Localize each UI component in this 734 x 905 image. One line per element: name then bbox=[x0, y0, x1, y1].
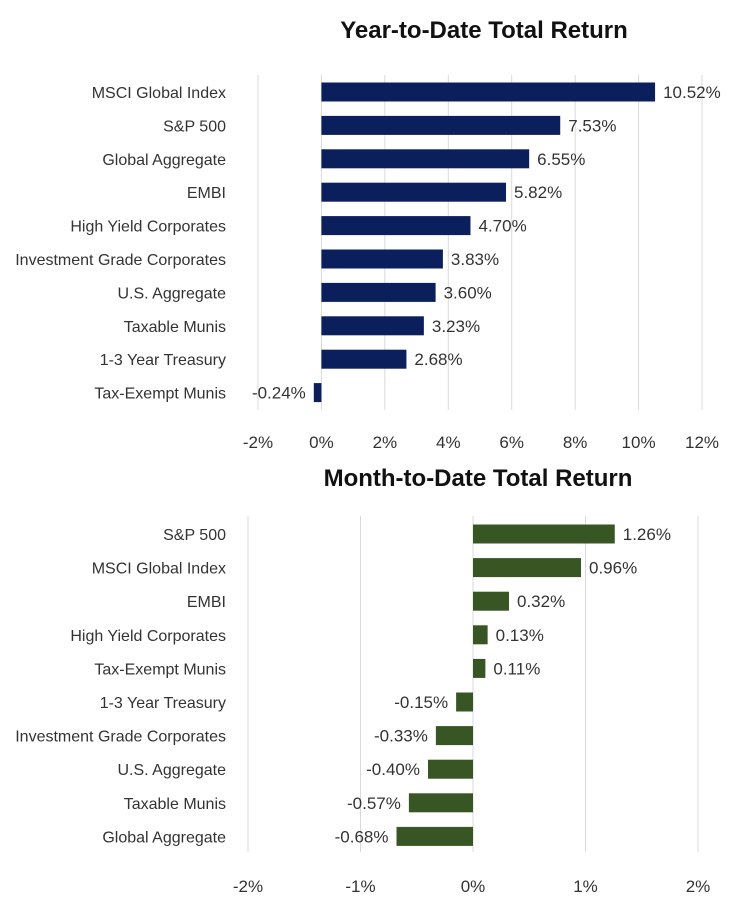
mtd-bar bbox=[435, 726, 473, 746]
ytd-bar bbox=[321, 149, 530, 169]
ytd-data-label: 6.55% bbox=[537, 150, 585, 169]
mtd-data-label: -0.15% bbox=[394, 693, 448, 712]
mtd-data-label: -0.40% bbox=[366, 760, 420, 779]
mtd-chart-title: Month-to-Date Total Return bbox=[324, 465, 633, 492]
ytd-category-label: EMBI bbox=[187, 185, 226, 202]
mtd-tick-label: -1% bbox=[345, 877, 375, 896]
ytd-tick-label: 4% bbox=[436, 433, 461, 452]
ytd-category-label: U.S. Aggregate bbox=[117, 285, 226, 302]
ytd-tick-label: -2% bbox=[243, 433, 273, 452]
ytd-tick-label: 2% bbox=[373, 433, 398, 452]
ytd-data-label: 10.52% bbox=[663, 83, 721, 102]
mtd-tick-label: 2% bbox=[686, 877, 711, 896]
mtd-bar bbox=[473, 591, 509, 611]
mtd-data-label: 0.96% bbox=[589, 559, 637, 578]
mtd-tick-label: -2% bbox=[233, 877, 263, 896]
ytd-data-label: 7.53% bbox=[568, 116, 616, 135]
ytd-tick-label: 12% bbox=[685, 433, 719, 452]
mtd-category-label: S&P 500 bbox=[163, 527, 226, 544]
mtd-category-label: EMBI bbox=[187, 594, 226, 611]
ytd-bar bbox=[321, 82, 656, 102]
ytd-category-label: Tax-Exempt Munis bbox=[94, 386, 226, 403]
mtd-bar bbox=[473, 625, 488, 645]
ytd-category-label: High Yield Corporates bbox=[70, 219, 226, 236]
mtd-bar bbox=[408, 793, 473, 813]
ytd-data-label: 3.23% bbox=[432, 317, 480, 336]
mtd-category-label: 1-3 Year Treasury bbox=[100, 695, 226, 712]
ytd-bar bbox=[321, 349, 407, 369]
ytd-bar bbox=[321, 115, 561, 135]
ytd-category-label: MSCI Global Index bbox=[92, 85, 226, 102]
mtd-data-label: -0.68% bbox=[335, 827, 389, 846]
ytd-data-label: 5.82% bbox=[514, 183, 562, 202]
ytd-data-label: 3.83% bbox=[451, 250, 499, 269]
mtd-category-label: MSCI Global Index bbox=[92, 561, 226, 578]
mtd-chart: Month-to-Date Total Return S&P 500 1.26% MS… bbox=[15, 465, 710, 896]
ytd-chart: Year-to-Date Total Return MSCI Global Ind… bbox=[15, 17, 721, 452]
mtd-data-label: 1.26% bbox=[623, 525, 671, 544]
mtd-bar bbox=[473, 658, 486, 678]
mtd-category-label: Investment Grade Corporates bbox=[15, 729, 226, 746]
mtd-bar bbox=[473, 558, 581, 578]
mtd-category-label: Tax-Exempt Munis bbox=[94, 661, 226, 678]
ytd-data-label: 2.68% bbox=[414, 350, 462, 369]
mtd-category-label: Taxable Munis bbox=[124, 796, 226, 813]
ytd-data-label: -0.24% bbox=[252, 384, 306, 403]
ytd-bar bbox=[321, 249, 443, 269]
mtd-data-label: 0.32% bbox=[517, 592, 565, 611]
ytd-tick-label: 8% bbox=[563, 433, 588, 452]
ytd-category-label: Investment Grade Corporates bbox=[15, 252, 226, 269]
mtd-data-label: -0.57% bbox=[347, 794, 401, 813]
ytd-chart-title: Year-to-Date Total Return bbox=[340, 17, 628, 44]
ytd-category-label: Global Aggregate bbox=[102, 152, 226, 169]
mtd-category-label: High Yield Corporates bbox=[70, 628, 226, 645]
ytd-data-label: 3.60% bbox=[444, 283, 492, 302]
mtd-category-label: Global Aggregate bbox=[102, 829, 226, 846]
mtd-category-label: U.S. Aggregate bbox=[117, 762, 226, 779]
mtd-bar bbox=[473, 524, 615, 544]
ytd-category-label: 1-3 Year Treasury bbox=[100, 352, 226, 369]
ytd-bar bbox=[321, 216, 471, 236]
mtd-data-label: -0.33% bbox=[374, 727, 428, 746]
ytd-data-label: 4.70% bbox=[478, 217, 526, 236]
ytd-category-label: Taxable Munis bbox=[124, 319, 226, 336]
ytd-tick-label: 6% bbox=[499, 433, 524, 452]
ytd-tick-label: 0% bbox=[309, 433, 334, 452]
mtd-data-label: 0.13% bbox=[496, 626, 544, 645]
mtd-tick-label: 1% bbox=[573, 877, 598, 896]
mtd-bar bbox=[456, 692, 473, 712]
ytd-bar bbox=[313, 383, 322, 403]
mtd-tick-label: 0% bbox=[461, 877, 486, 896]
mtd-bar bbox=[396, 826, 473, 846]
ytd-bar bbox=[321, 316, 424, 336]
ytd-bar bbox=[321, 182, 507, 202]
mtd-bar bbox=[428, 759, 473, 779]
ytd-tick-label: 10% bbox=[622, 433, 656, 452]
ytd-bar bbox=[321, 282, 436, 302]
ytd-category-label: S&P 500 bbox=[163, 118, 226, 135]
mtd-data-label: 0.11% bbox=[493, 659, 540, 678]
